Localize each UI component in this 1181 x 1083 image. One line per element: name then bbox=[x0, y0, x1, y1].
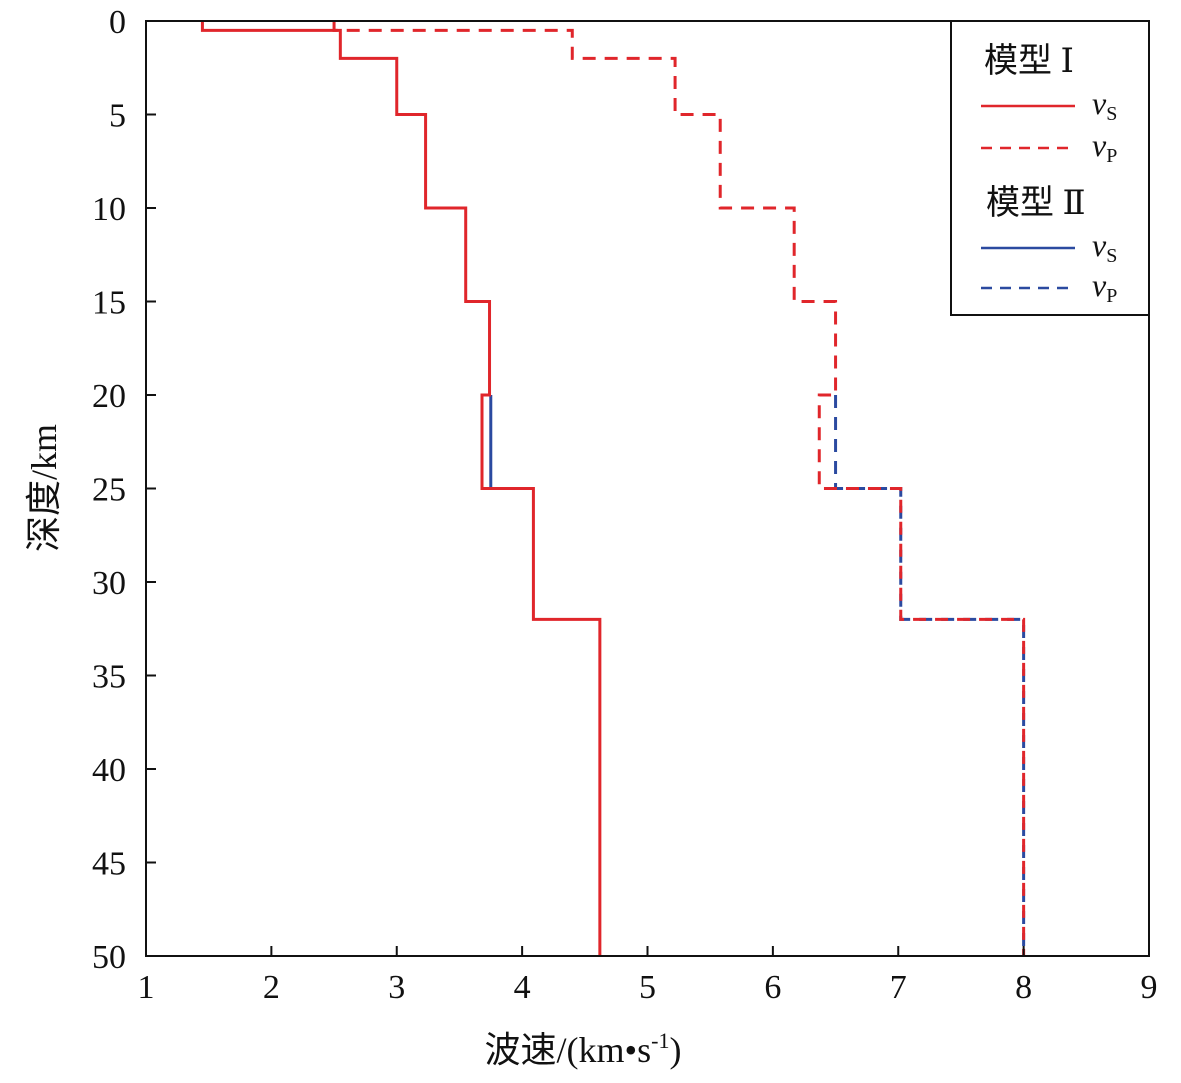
legend-label-model1-vs-sub: S bbox=[1106, 103, 1117, 125]
x-axis-title-sup: -1 bbox=[651, 1028, 669, 1053]
x-tick-label: 6 bbox=[764, 969, 781, 1006]
y-tick-label: 10 bbox=[92, 191, 126, 228]
x-axis-title-close: ) bbox=[669, 1030, 681, 1070]
y-tick-label: 15 bbox=[92, 285, 126, 322]
x-tick-label: 8 bbox=[1015, 969, 1032, 1006]
legend: 模型 Ⅰ vS vP 模型 Ⅱ vS vP bbox=[950, 20, 1150, 316]
y-tick-label: 35 bbox=[92, 659, 126, 696]
series-line bbox=[332, 21, 1026, 956]
x-axis-title-main: 波速/(km•s bbox=[485, 1030, 652, 1070]
legend-label-model2-vs: vS bbox=[1092, 227, 1117, 267]
y-tick-label: 5 bbox=[109, 98, 126, 135]
x-axis-title: 波速/(km•s-1) bbox=[485, 1028, 682, 1070]
legend-label-model2-vs-sub: S bbox=[1106, 245, 1117, 267]
x-tick-label: 5 bbox=[639, 969, 656, 1006]
legend-box bbox=[950, 20, 1150, 316]
series-layer bbox=[200, 21, 1026, 956]
series-line bbox=[200, 21, 602, 956]
series-1-vp bbox=[834, 395, 1026, 956]
y-tick-label: 40 bbox=[92, 752, 126, 789]
y-tick-label: 20 bbox=[92, 378, 126, 415]
x-tick-label: 3 bbox=[388, 969, 405, 1006]
y-tick-label: 30 bbox=[92, 565, 126, 602]
legend-label-model2-vp-sub: P bbox=[1106, 285, 1117, 307]
y-axis-title: 深度/km bbox=[24, 424, 64, 552]
legend-label-model1-vs: vS bbox=[1092, 85, 1117, 125]
x-tick-label: 9 bbox=[1141, 969, 1158, 1006]
series-3-vp bbox=[332, 21, 1026, 956]
x-tick-label: 4 bbox=[514, 969, 531, 1006]
series-2-vs bbox=[200, 21, 602, 956]
legend-label-model1-vp-main: v bbox=[1092, 127, 1107, 163]
x-tick-label: 2 bbox=[263, 969, 280, 1006]
legend-label-model1-vp: vP bbox=[1092, 127, 1117, 167]
legend-group-2-title: 模型 Ⅱ bbox=[986, 184, 1086, 222]
legend-label-model2-vs-main: v bbox=[1092, 227, 1107, 263]
series-line bbox=[834, 395, 1026, 956]
y-tick-label: 0 bbox=[109, 4, 126, 41]
legend-label-model1-vp-sub: P bbox=[1106, 145, 1117, 167]
x-tick-label: 7 bbox=[890, 969, 907, 1006]
legend-label-model2-vp-main: v bbox=[1092, 267, 1107, 303]
y-tick-label: 50 bbox=[92, 939, 126, 976]
y-tick-label: 45 bbox=[92, 846, 126, 883]
y-tick-label: 25 bbox=[92, 472, 126, 509]
legend-label-model1-vs-main: v bbox=[1092, 85, 1107, 121]
legend-label-model2-vp: vP bbox=[1092, 267, 1117, 307]
x-tick-label: 1 bbox=[138, 969, 155, 1006]
legend-group-1-title: 模型 Ⅰ bbox=[984, 42, 1074, 80]
